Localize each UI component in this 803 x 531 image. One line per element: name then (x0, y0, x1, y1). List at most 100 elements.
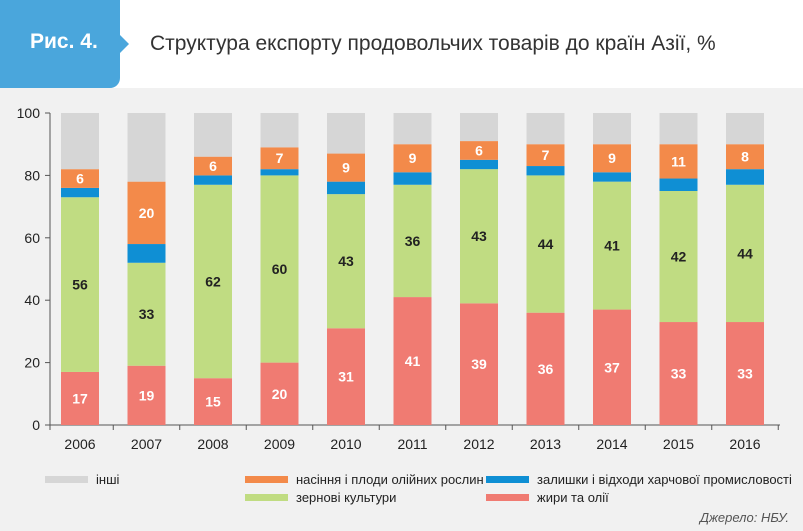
data-label-seeds: 6 (76, 171, 84, 187)
data-label-seeds: 8 (741, 149, 749, 165)
data-label-seeds: 6 (209, 158, 217, 174)
bar-segment-residues (659, 178, 698, 191)
bar-segment-seeds (659, 144, 698, 179)
badge-pointer (120, 35, 129, 53)
x-tick-label: 2015 (663, 436, 694, 452)
figure-number-badge: Рис. 4. (0, 0, 129, 88)
bar-segment-seeds (127, 181, 166, 245)
bar-segment-seeds (726, 144, 764, 170)
bar-segment-grains (260, 175, 299, 363)
data-label-grains: 43 (471, 228, 487, 244)
bar-segment-fats (127, 365, 166, 425)
data-label-seeds: 6 (475, 142, 483, 158)
bar-segment-grains (327, 194, 365, 329)
data-label-grains: 44 (538, 236, 554, 252)
bar-segment-residues (526, 166, 565, 176)
data-label-fats: 39 (471, 356, 487, 372)
figure-number: Рис. 4. (30, 30, 98, 53)
figure-header: Рис. 4. Структура експорту продовольчих … (0, 0, 803, 88)
bar-segment-grains (659, 191, 698, 323)
x-tick-label: 2010 (330, 436, 361, 452)
x-tick-label: 2009 (264, 436, 295, 452)
data-label-grains: 60 (272, 261, 288, 277)
bar-segment-seeds (593, 144, 631, 173)
y-tick-label: 60 (24, 230, 40, 246)
bar-segment-fats (61, 371, 99, 425)
bar-segment-fats (726, 322, 764, 425)
data-label-grains: 41 (604, 238, 620, 254)
bar-segment-other (260, 113, 299, 148)
data-label-seeds: 9 (342, 160, 350, 176)
data-label-fats: 15 (205, 394, 221, 410)
data-label-seeds: 20 (139, 205, 155, 221)
bar-segment-residues (593, 172, 631, 182)
data-label-fats: 17 (72, 390, 88, 406)
bar-segment-seeds (393, 144, 432, 173)
bar-segment-other (526, 113, 565, 145)
bar-segment-fats (659, 322, 698, 425)
data-label-seeds: 7 (542, 147, 550, 163)
data-label-fats: 33 (671, 366, 687, 382)
data-label-fats: 20 (272, 386, 288, 402)
data-label-fats: 31 (338, 369, 354, 385)
data-label-fats: 19 (139, 387, 155, 403)
bar-segment-grains (460, 169, 498, 304)
data-label-grains: 33 (139, 306, 155, 322)
data-label-grains: 36 (405, 233, 421, 249)
bar-segment-other (659, 113, 698, 145)
bar-segment-fats (327, 328, 365, 425)
bar-segment-fats (593, 309, 631, 425)
bar-segment-other (460, 113, 498, 142)
source-note: Джерело: НБУ. (699, 510, 789, 525)
bar-segment-seeds (460, 141, 498, 160)
y-tick-label: 80 (24, 167, 40, 183)
bar-segment-residues (327, 181, 365, 195)
bar-segment-residues (194, 175, 232, 185)
data-label-seeds: 9 (409, 150, 417, 166)
bar-segment-fats (260, 362, 299, 425)
x-tick-label: 2011 (397, 436, 427, 452)
bar-segment-grains (127, 262, 166, 366)
y-tick-label: 0 (32, 417, 40, 433)
x-tick-label: 2016 (729, 436, 760, 452)
bar-segment-seeds (327, 153, 365, 182)
data-label-grains: 43 (338, 253, 354, 269)
bar-segment-fats (194, 378, 232, 425)
y-tick-label: 20 (24, 355, 40, 371)
data-label-grains: 42 (671, 249, 687, 265)
bar-segment-other (61, 113, 99, 170)
bar-segment-seeds (61, 169, 99, 188)
bar-segment-seeds (526, 144, 565, 167)
x-tick-label: 2008 (197, 436, 228, 452)
data-label-grains: 44 (737, 245, 753, 261)
data-label-grains: 56 (72, 277, 88, 293)
x-tick-label: 2014 (596, 436, 627, 452)
bar-segment-residues (726, 169, 764, 185)
data-label-seeds: 9 (608, 150, 616, 166)
bar-segment-other (327, 113, 365, 154)
data-label-fats: 41 (405, 353, 421, 369)
data-label-fats: 33 (737, 366, 753, 382)
bar-segment-residues (61, 187, 99, 198)
bar-segment-residues (260, 169, 299, 176)
bar-segment-grains (393, 184, 432, 298)
bar-segment-fats (393, 297, 432, 425)
bar-segment-residues (127, 244, 166, 263)
bar-segment-grains (593, 181, 631, 310)
x-tick-label: 2013 (530, 436, 561, 452)
bar-segment-fats (460, 303, 498, 425)
y-tick-label: 40 (24, 292, 40, 308)
bar-segment-other (194, 113, 232, 157)
chart-title: Структура експорту продовольчих товарів … (150, 32, 716, 55)
data-label-grains: 62 (205, 273, 221, 289)
bar-segment-residues (393, 172, 432, 185)
bar-segment-seeds (260, 147, 299, 170)
bar-segment-grains (61, 197, 99, 372)
x-tick-label: 2006 (64, 436, 95, 452)
bar-segment-other (593, 113, 631, 145)
bar-segment-residues (460, 159, 498, 170)
bar-segment-other (726, 113, 764, 145)
bar-segment-fats (526, 312, 565, 425)
data-label-seeds: 7 (276, 150, 284, 166)
